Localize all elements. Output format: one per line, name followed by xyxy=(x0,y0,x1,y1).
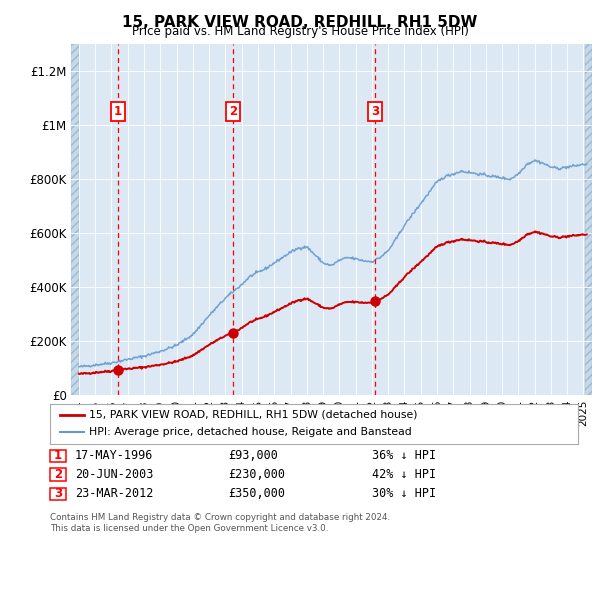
Text: 42% ↓ HPI: 42% ↓ HPI xyxy=(372,468,436,481)
Text: Price paid vs. HM Land Registry's House Price Index (HPI): Price paid vs. HM Land Registry's House … xyxy=(131,25,469,38)
Text: 20-JUN-2003: 20-JUN-2003 xyxy=(75,468,154,481)
Text: 30% ↓ HPI: 30% ↓ HPI xyxy=(372,487,436,500)
Text: £350,000: £350,000 xyxy=(228,487,285,500)
Text: 17-MAY-1996: 17-MAY-1996 xyxy=(75,449,154,462)
Text: 1: 1 xyxy=(54,449,62,462)
Text: 1: 1 xyxy=(113,105,122,118)
Bar xyxy=(71,44,79,395)
Text: This data is licensed under the Open Government Licence v3.0.: This data is licensed under the Open Gov… xyxy=(50,524,328,533)
Text: £230,000: £230,000 xyxy=(228,468,285,481)
Text: 2: 2 xyxy=(54,468,62,481)
Text: 36% ↓ HPI: 36% ↓ HPI xyxy=(372,449,436,462)
Text: 23-MAR-2012: 23-MAR-2012 xyxy=(75,487,154,500)
Text: HPI: Average price, detached house, Reigate and Banstead: HPI: Average price, detached house, Reig… xyxy=(89,427,412,437)
Text: 2: 2 xyxy=(229,105,237,118)
Text: Contains HM Land Registry data © Crown copyright and database right 2024.: Contains HM Land Registry data © Crown c… xyxy=(50,513,390,522)
Text: 15, PARK VIEW ROAD, REDHILL, RH1 5DW: 15, PARK VIEW ROAD, REDHILL, RH1 5DW xyxy=(122,15,478,30)
Text: 3: 3 xyxy=(371,105,380,118)
Text: 15, PARK VIEW ROAD, REDHILL, RH1 5DW (detached house): 15, PARK VIEW ROAD, REDHILL, RH1 5DW (de… xyxy=(89,410,418,420)
Text: 3: 3 xyxy=(54,487,62,500)
Bar xyxy=(585,44,592,395)
Text: £93,000: £93,000 xyxy=(228,449,278,462)
